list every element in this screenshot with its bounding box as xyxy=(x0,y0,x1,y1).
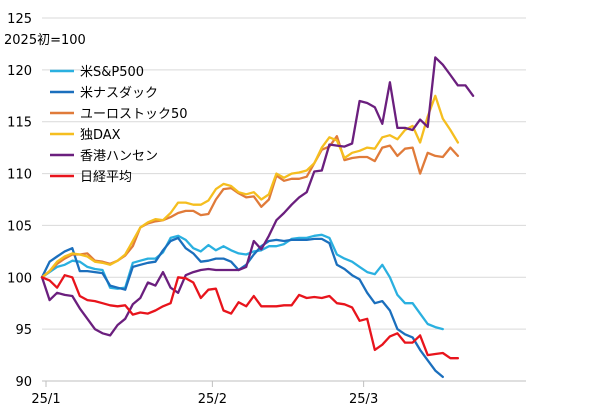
y-tick-label: 110 xyxy=(7,168,32,183)
series-line-5 xyxy=(40,274,460,360)
y-tick-label: 125 xyxy=(7,12,32,27)
y-tick-label: 100 xyxy=(7,271,32,286)
series-line-3 xyxy=(40,94,460,279)
y-tick-label: 115 xyxy=(7,116,32,131)
x-tick-label: 25/1 xyxy=(31,392,60,407)
x-tick-label: 25/3 xyxy=(349,392,378,407)
legend-label: ユーロストック50 xyxy=(80,107,188,122)
y-tick-label: 120 xyxy=(7,64,32,79)
legend-label: 独DAX xyxy=(80,128,121,143)
legend-label: 米S&P500 xyxy=(80,65,144,80)
x-tick-label: 25/2 xyxy=(198,392,227,407)
series-line-0 xyxy=(40,233,444,331)
legend-label: 米ナスダック xyxy=(80,86,158,101)
legend-label: 香港ハンセン xyxy=(80,149,158,164)
axes: 90 95 100 105 110 115 120 125 25/1 25/2 25/3 xyxy=(7,12,526,407)
grid-lines xyxy=(42,17,526,330)
series-lines xyxy=(40,56,475,379)
series-line-1 xyxy=(40,236,444,379)
chart-subtitle: 2025初=100 xyxy=(4,33,86,48)
legend-label: 日経平均 xyxy=(80,170,132,185)
y-tick-label: 105 xyxy=(7,219,32,234)
y-tick-label: 95 xyxy=(15,323,32,338)
y-tick-label: 90 xyxy=(15,375,32,390)
series-line-4 xyxy=(40,56,475,337)
